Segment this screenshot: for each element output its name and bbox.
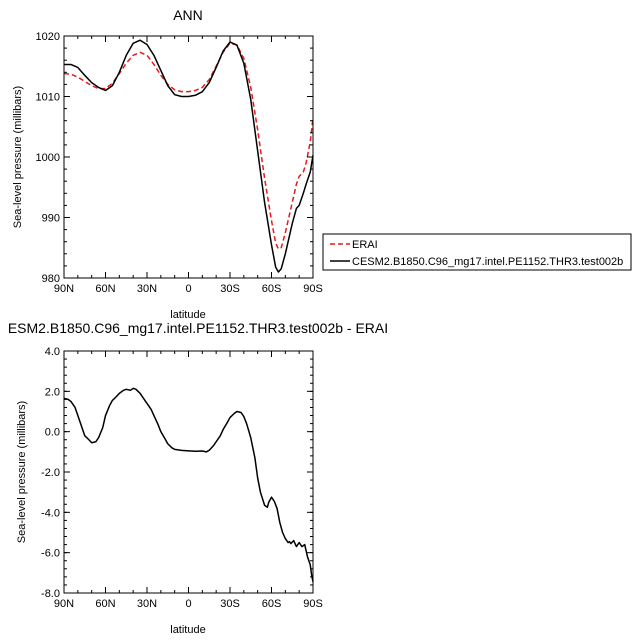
x-tick-label: 90S (303, 598, 323, 610)
y-tick-label: 2.0 (45, 386, 60, 398)
y-tick-label: -6.0 (41, 548, 60, 560)
x-tick-label: 0 (185, 283, 191, 295)
x-tick-label: 30S (220, 283, 240, 295)
y-tick-label: 990 (42, 213, 60, 225)
top-xlabel: latitude (170, 309, 205, 321)
series-line-1-0 (63, 387, 314, 583)
x-tick-label: 0 (185, 598, 191, 610)
y-tick-label: 1020 (36, 31, 60, 43)
top-title: ANN (173, 7, 203, 23)
top-plot-frame (63, 35, 314, 279)
top-panel: ANN 90N 60N 30N 0 30S 60S 90S 980 990 1000 1010 102… (12, 7, 632, 321)
x-tick-label: 90S (303, 283, 323, 295)
x-tick-label: 30S (220, 598, 240, 610)
top-ylabel: Sea-level pressure (millibars) (12, 86, 24, 228)
y-tick-label: -8.0 (41, 588, 60, 600)
y-tick-label: -4.0 (41, 507, 60, 519)
x-tick-label: 60S (262, 283, 282, 295)
y-tick-label: 4.0 (45, 346, 60, 358)
x-tick-label: 60N (95, 598, 115, 610)
x-tick-label: 30N (137, 283, 157, 295)
bottom-ticks: 90N 60N 30N 0 30S 60S 90S 4.0 2.0 0.0 -2.0 -4.0 -6.0… (41, 346, 323, 610)
series-line-0-1 (64, 39, 314, 273)
x-tick-label: 30N (137, 598, 157, 610)
legend-label-erai: ERAI (352, 239, 378, 251)
bottom-panel: ESM2.B1850.C96_mg17.intel.PE1152.THR3.te… (8, 320, 388, 636)
legend-box (322, 233, 632, 271)
top-ticks: 90N 60N 30N 0 30S 60S 90S 980 990 1000 1010 1020 (36, 31, 323, 295)
bottom-title: ESM2.B1850.C96_mg17.intel.PE1152.THR3.te… (8, 320, 388, 336)
y-tick-label: 980 (42, 273, 60, 285)
bottom-ylabel: Sea-level pressure (millibars) (16, 401, 28, 543)
legend: ERAI CESM2.B1850.C96_mg17.intel.PE1152.T… (322, 233, 632, 271)
series-line-0-0 (63, 42, 314, 250)
legend-label-cesm2: CESM2.B1850.C96_mg17.intel.PE1152.THR3.t… (352, 256, 623, 268)
y-tick-label: 1000 (36, 152, 60, 164)
bottom-xlabel: latitude (170, 624, 205, 636)
x-tick-label: 90N (54, 598, 74, 610)
x-tick-label: 60N (95, 283, 115, 295)
top-curves (63, 39, 314, 273)
bottom-plot-frame (63, 350, 314, 594)
x-tick-label: 90N (54, 283, 74, 295)
bottom-curves (63, 387, 314, 583)
y-tick-label: -2.0 (41, 467, 60, 479)
y-tick-label: 1010 (36, 92, 60, 104)
y-tick-label: 0.0 (45, 427, 60, 439)
x-tick-label: 60S (262, 598, 282, 610)
